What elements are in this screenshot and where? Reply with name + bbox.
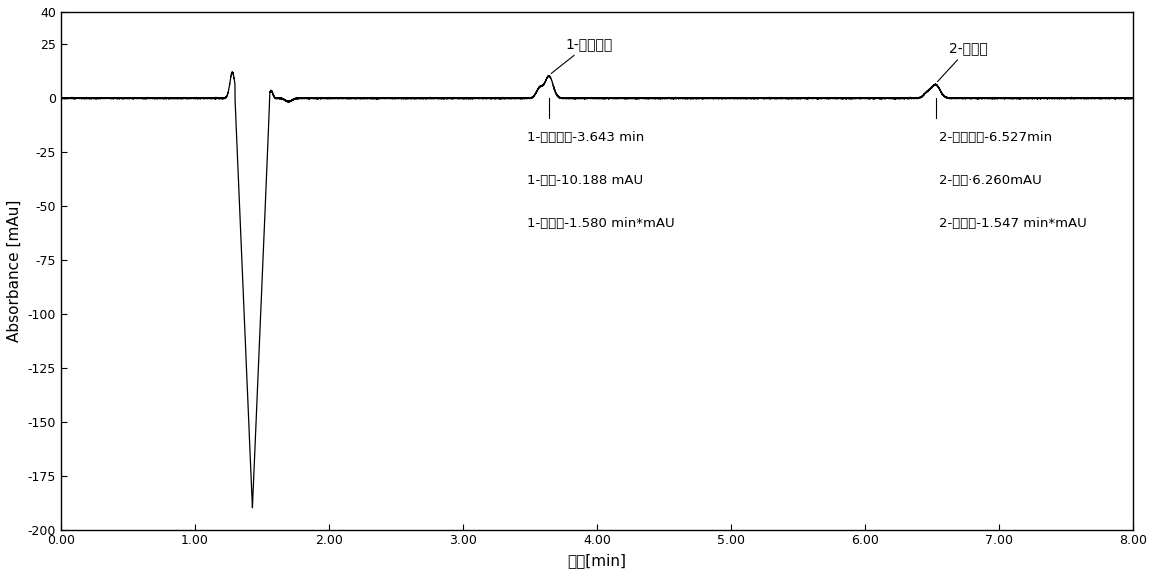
Text: 2-峰高·6.260mAU: 2-峰高·6.260mAU: [938, 174, 1041, 187]
Text: 1-阿斯巴甜: 1-阿斯巴甜: [552, 37, 613, 74]
X-axis label: 时间[min]: 时间[min]: [568, 553, 627, 568]
Text: 2-峰面积-1.547 min*mAU: 2-峰面积-1.547 min*mAU: [938, 217, 1086, 230]
Text: 1-保留时间-3.643 min: 1-保留时间-3.643 min: [527, 131, 644, 144]
Y-axis label: Absorbance [mAu]: Absorbance [mAu]: [7, 200, 22, 342]
Text: 2-保留时间-6.527min: 2-保留时间-6.527min: [938, 131, 1051, 144]
Text: 1-峰高-10.188 mAU: 1-峰高-10.188 mAU: [527, 174, 643, 187]
Text: 1-峰面积-1.580 min*mAU: 1-峰面积-1.580 min*mAU: [527, 217, 675, 230]
Text: 2-阿力甜: 2-阿力甜: [937, 41, 988, 82]
